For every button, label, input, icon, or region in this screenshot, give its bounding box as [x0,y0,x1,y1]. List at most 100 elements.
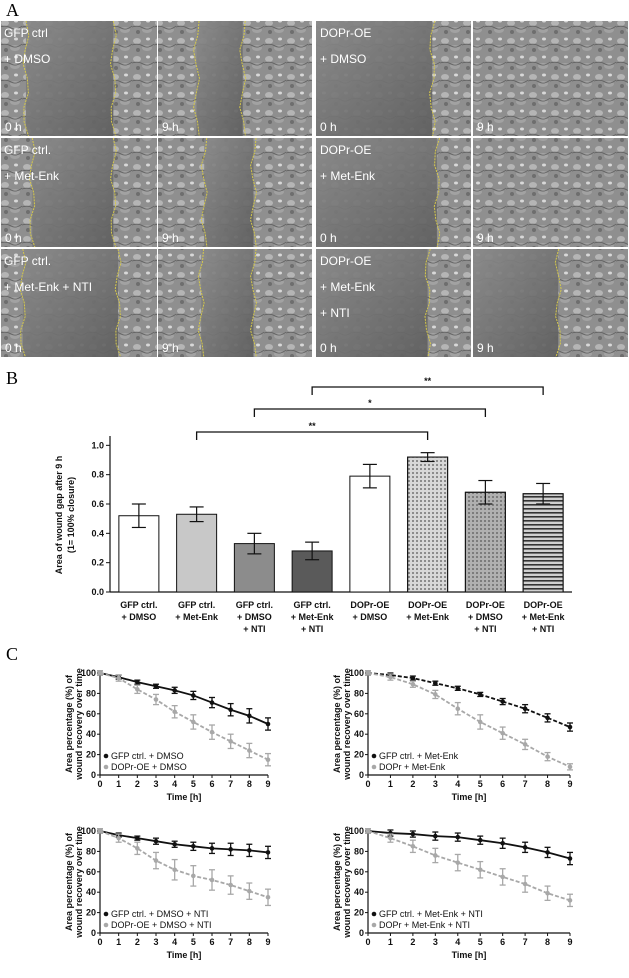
data-point [191,693,196,698]
data-point [500,874,505,880]
data-point [265,850,271,855]
series-line [367,830,571,860]
x-tick-label: 1 [388,779,393,789]
wound-edge [197,248,205,358]
wound-gap [201,249,254,357]
data-point [410,844,416,849]
bar-pattern [407,456,449,593]
time-label: 0 h [320,231,337,245]
y-axis-label-line: wound recovery over time [342,826,352,939]
time-label: 9 h [477,231,494,245]
condition-label: + Met-Enk + NTI [4,280,92,294]
legend-label: GFP ctrl. + DMSO + NTI [111,909,208,919]
data-point [545,850,550,855]
legend-marker [103,922,109,928]
x-tick-label: 7 [523,937,528,947]
data-point [172,841,177,847]
x-tick-label: 3 [433,937,438,947]
time-label: 9 h [162,120,179,134]
x-tick-label: 7 [523,779,528,789]
bar [176,513,218,593]
legend-label: DOPr-OE + DMSO [111,762,187,772]
x-tick-label: 0 [365,937,370,947]
x-tick-label: 2 [135,937,140,947]
wound-gap [204,138,254,247]
panel-label: B [6,368,18,388]
data-point [388,674,393,680]
x-tick-label: 3 [433,779,438,789]
y-axis-label-line: wound recovery over time [342,668,352,781]
data-point [410,681,416,687]
legend-marker [103,911,109,917]
panel-label: C [6,644,18,664]
legend-marker [103,753,109,759]
x-axis-label: Time [h] [452,950,487,960]
data-point [153,683,159,689]
time-label: 9 h [162,231,179,245]
x-tick-label: 7 [228,937,233,947]
data-point [500,699,505,704]
y-axis-label-line: wound recovery over time [74,826,84,939]
panel-label: A [6,0,19,20]
bar [118,515,160,593]
data-point [410,675,416,681]
legend-label: GFP ctrl. + DMSO [111,751,184,761]
data-point [365,670,371,676]
x-tick-label: 8 [545,779,550,789]
x-tick-label: 8 [247,779,252,789]
wound-gap [473,249,559,357]
y-tick-label: 100 [349,826,364,836]
data-point [265,721,271,727]
data-point [388,835,393,841]
x-tick-label: 2 [135,779,140,789]
data-point [247,848,252,853]
data-point [433,853,438,858]
data-point [455,686,461,691]
condition-label: + Met-Enk [320,169,376,183]
legend-label: DOPr + Met-Enk + NTI [379,920,470,930]
data-point [477,837,483,843]
x-tick-label: 9 [265,779,270,789]
data-point [500,840,505,846]
x-tick-label-line: + Met-Enk [522,612,566,622]
y-tick-label: 0.8 [91,470,104,480]
data-point [209,700,215,705]
y-tick-label: 0 [91,928,96,938]
y-tick-label: 80 [354,846,364,856]
data-point [191,719,196,725]
wound-edge [22,20,30,137]
wound-edge [249,137,258,248]
condition-label: + DMSO [320,52,366,66]
y-axis-label: Area percentage (%) ofwound recovery ove… [64,826,84,939]
condition-label: + DMSO [4,52,50,66]
data-point [191,844,196,849]
x-tick-label-line: GFP ctrl. [293,600,330,610]
y-tick-label: 1.0 [91,440,104,450]
condition-label: DOPr-OE [320,26,371,40]
data-point [410,831,416,837]
y-tick-label: 80 [86,688,96,698]
data-point [247,713,252,719]
data-point [522,742,528,747]
y-axis-label: Area percentage (%) ofwound recovery ove… [64,668,84,781]
y-tick-label: 20 [354,750,364,760]
micrograph [473,138,628,247]
data-point [433,692,438,697]
data-point [265,757,271,762]
data-point [247,748,252,753]
wound-gap [32,138,114,247]
x-tick-label: 7 [228,779,233,789]
data-point [209,846,215,851]
x-tick-label: GFP ctrl. + DMSO + NTI [236,600,273,634]
x-tick-label: 9 [567,937,572,947]
y-axis-label-line: wound recovery over time [74,668,84,781]
time-label: 0 h [5,120,22,134]
bar [349,475,391,593]
y-tick-label: 0.6 [91,499,104,509]
x-tick-label: GFP ctrl. + Met-Enk [175,600,219,622]
wound-edge [249,248,258,358]
x-tick-label: DOPr-OE + DMSO [350,600,389,622]
y-tick-label: 60 [354,867,364,877]
series-line [99,830,269,899]
x-tick-label: 9 [567,779,572,789]
